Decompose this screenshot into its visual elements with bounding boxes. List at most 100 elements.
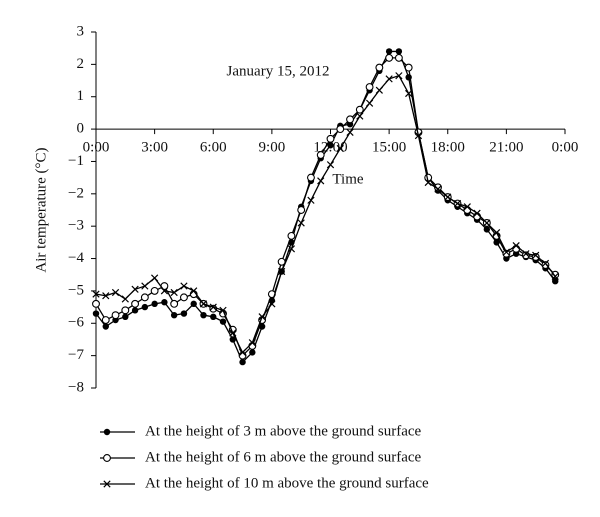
point — [541, 259, 550, 268]
point — [160, 287, 169, 295]
x-tick-label: 6:00 — [200, 140, 227, 156]
point — [249, 349, 256, 356]
point — [395, 48, 403, 55]
point — [102, 292, 110, 300]
x-tick-label: 0:00 — [83, 140, 110, 156]
point — [394, 53, 403, 62]
point — [258, 313, 266, 321]
x-tick-label: 9:00 — [259, 140, 286, 156]
y-axis-label: Air temperature (°C) — [33, 147, 49, 272]
series-line — [95, 74, 556, 354]
point — [238, 348, 247, 357]
point — [131, 299, 140, 308]
point — [385, 53, 394, 62]
x-tick-label: 18:00 — [431, 140, 465, 156]
point — [502, 249, 511, 258]
point — [346, 115, 354, 124]
point — [424, 178, 432, 187]
point — [121, 306, 130, 315]
point — [404, 63, 413, 72]
point — [150, 286, 159, 295]
point — [307, 173, 315, 182]
point — [92, 290, 100, 298]
legend-marker — [103, 428, 111, 436]
point — [346, 128, 354, 136]
point — [140, 293, 149, 302]
point — [355, 105, 364, 114]
legend-label: At the height of 10 m above the ground s… — [145, 475, 429, 491]
point — [180, 282, 188, 290]
point — [141, 282, 149, 290]
y-tick-label: −8 — [68, 379, 84, 395]
y-tick-label: −6 — [68, 315, 84, 331]
point — [229, 336, 236, 343]
point — [493, 239, 500, 246]
y-tick-label: 1 — [77, 88, 85, 104]
point — [131, 307, 139, 314]
point — [180, 310, 188, 317]
point — [111, 288, 120, 297]
point — [453, 199, 462, 208]
y-tick-label: −7 — [68, 347, 84, 363]
point — [326, 134, 335, 143]
point — [190, 287, 198, 295]
legend-label: At the height of 6 m above the ground su… — [145, 449, 422, 465]
point — [473, 209, 481, 217]
point — [268, 300, 276, 308]
y-tick-label: −2 — [68, 185, 84, 201]
point — [219, 306, 227, 314]
point — [219, 318, 227, 325]
point — [161, 299, 168, 306]
point — [92, 310, 100, 317]
point — [278, 267, 286, 276]
x-tick-label: 3:00 — [141, 140, 168, 156]
point — [327, 142, 334, 149]
x-tick-label: 21:00 — [489, 140, 523, 156]
point — [179, 293, 188, 302]
point — [336, 144, 344, 153]
point — [170, 288, 178, 297]
point — [316, 151, 325, 159]
point — [297, 219, 305, 227]
point — [414, 131, 423, 140]
point — [405, 89, 413, 98]
point — [111, 311, 120, 320]
point — [287, 245, 296, 253]
point — [277, 257, 286, 266]
y-tick-label: 0 — [77, 121, 85, 137]
point — [552, 278, 559, 285]
legend-label: At the height of 3 m above the ground su… — [145, 423, 422, 439]
legend-marker — [103, 480, 111, 488]
point — [365, 99, 374, 107]
point — [248, 339, 256, 347]
point — [356, 112, 364, 120]
point — [375, 63, 384, 72]
point — [121, 295, 129, 303]
point — [434, 185, 442, 193]
point — [365, 83, 374, 91]
point — [122, 313, 129, 320]
point — [502, 248, 510, 256]
point — [551, 272, 559, 280]
point — [444, 193, 452, 201]
point — [522, 250, 530, 258]
point — [483, 226, 491, 233]
point — [483, 219, 491, 227]
point — [102, 323, 109, 330]
point — [229, 329, 237, 337]
x-tick-label: 0:00 — [552, 140, 579, 156]
point — [317, 177, 325, 185]
point — [239, 358, 246, 366]
point — [385, 75, 393, 83]
legend-marker — [103, 454, 111, 462]
point — [199, 300, 208, 308]
point — [375, 86, 383, 94]
series-line — [95, 57, 556, 357]
point — [209, 303, 217, 311]
point — [297, 206, 306, 214]
point — [492, 229, 501, 237]
point — [92, 299, 100, 308]
point — [463, 203, 471, 211]
point — [307, 196, 315, 204]
point — [287, 231, 296, 240]
